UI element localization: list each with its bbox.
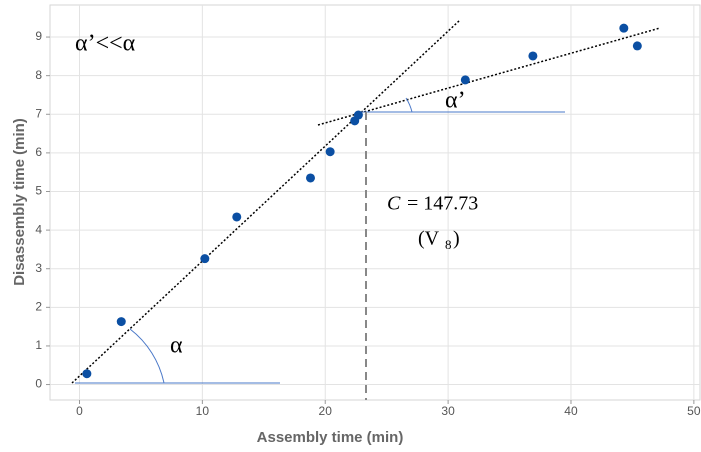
y-tick-label: 5 [35,184,42,198]
point [82,369,92,379]
y-tick-label: 4 [35,222,42,236]
annotation: 8 [445,237,452,252]
annotation: α [170,333,183,359]
point [116,317,126,327]
point [353,110,363,120]
x-tick-label: 20 [319,404,333,418]
y-axis-title: Disassembly time (min) [11,118,28,286]
point [305,173,315,183]
points [82,23,642,379]
y-tick-label: 3 [35,261,42,275]
y-tick-label: 9 [35,29,42,43]
x-axis-title: Assembly time (min) [257,429,404,446]
x-tick-label: 40 [564,404,578,418]
annotation: α’<<α [75,31,136,57]
y-tick-label: 8 [35,68,42,82]
grid [50,5,700,400]
annotation: (V [418,228,440,250]
fit-line-flat [317,27,661,126]
x-tick-label: 0 [76,404,83,418]
y-tick-label: 6 [35,145,42,159]
annotation: α’ [445,88,466,114]
annotation: = 147.73 [407,193,478,215]
y-tick-label: 2 [35,300,42,314]
y-tick-label: 1 [35,338,42,352]
plot-frame [49,4,701,401]
point [632,41,642,51]
x-tick-label: 50 [687,404,701,418]
angle-arc [405,97,413,113]
point [619,23,629,33]
annotation: ) [453,228,460,250]
point [460,75,470,85]
point [325,147,335,157]
y-tick-label: 0 [35,377,42,391]
x-tick-label: 30 [441,404,455,418]
point [232,212,242,222]
y-tick-label: 7 [35,106,42,120]
point [528,51,538,61]
x-tick-label: 10 [196,404,210,418]
point [200,254,210,264]
angle-arc [129,328,165,384]
fit-line-steep [71,19,461,384]
annotation: C [387,193,401,215]
